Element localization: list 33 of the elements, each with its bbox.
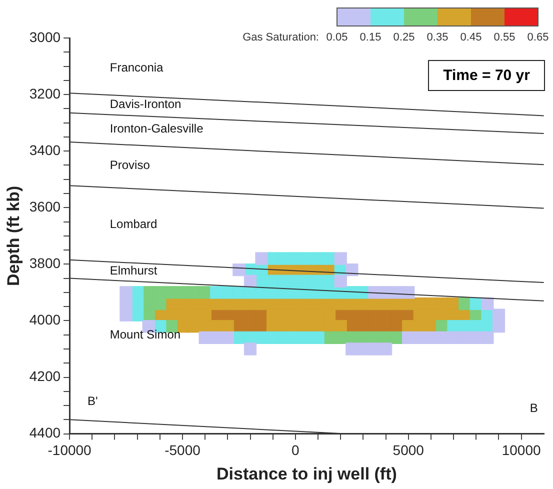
annotation: Mount Simon: [110, 328, 181, 342]
color-bar-title: Gas Saturation:: [242, 32, 319, 44]
color-bar-label: 0.45: [460, 32, 482, 44]
annotation: B': [88, 394, 98, 408]
color-bar-label: 0.65: [527, 32, 549, 44]
y-tick-label: 3600: [29, 198, 61, 214]
y-tick-label: 3000: [29, 28, 61, 45]
y-tick-label: 4400: [29, 424, 61, 441]
color-bar-label: 0.55: [494, 32, 516, 44]
x-tick-label: 10000: [502, 442, 541, 458]
color-bar-label: 0.35: [426, 32, 448, 44]
x-axis-title: Distance to inj well (ft): [216, 464, 397, 484]
annotation: Davis-Ironton: [110, 97, 182, 112]
y-tick-label: 4200: [29, 368, 61, 384]
y-tick-label: 3200: [29, 85, 61, 102]
x-tick-label: 0: [292, 442, 300, 458]
y-tick-label: 4000: [29, 312, 61, 328]
annotation: Ironton-Galesville: [110, 122, 204, 136]
x-tick-label: -10000: [48, 442, 92, 458]
annotation: B: [530, 401, 538, 416]
color-bar-label: 0.15: [360, 32, 382, 44]
annotation: Lombard: [110, 216, 158, 231]
color-bar-label: 0.05: [326, 32, 348, 44]
annotation: Proviso: [110, 158, 150, 172]
x-tick-label: 5000: [392, 442, 424, 458]
annotation: Elmhurst: [110, 263, 158, 278]
color-bar-label: 0.25: [393, 32, 415, 44]
y-tick-label: 3800: [29, 255, 61, 272]
x-tick-label: -5000: [164, 442, 201, 458]
annotation: Time = 70 yr: [428, 60, 545, 91]
y-axis-title: Depth (ft kb): [4, 186, 23, 286]
annotation: Franconia: [110, 60, 164, 74]
y-tick-label: 3400: [29, 142, 61, 158]
